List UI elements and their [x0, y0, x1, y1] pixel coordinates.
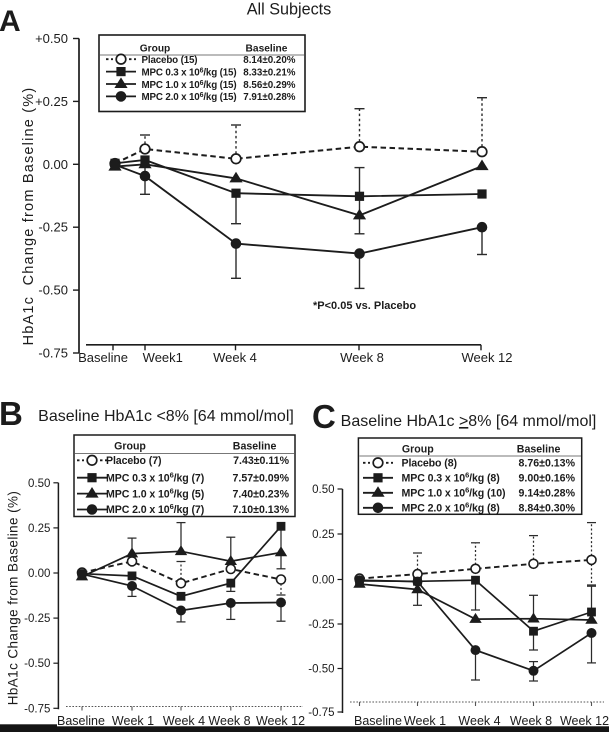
- svg-text:Baseline: Baseline: [57, 714, 105, 728]
- svg-text:+0.50: +0.50: [35, 31, 68, 46]
- svg-text:MPC 0.3 x 106/kg (7): MPC 0.3 x 106/kg (7): [106, 470, 204, 485]
- svg-text:7.91±0.28%: 7.91±0.28%: [243, 92, 296, 103]
- svg-text:Week 8: Week 8: [208, 714, 250, 728]
- svg-text:All Subjects: All Subjects: [247, 1, 332, 19]
- svg-text:-0.50: -0.50: [24, 658, 50, 670]
- svg-text:Week 12: Week 12: [560, 714, 609, 728]
- svg-text:9.14±0.28%: 9.14±0.28%: [519, 488, 576, 500]
- svg-text:Baseline: Baseline: [78, 350, 128, 365]
- svg-text:MPC 1.0 x 106/kg (10): MPC 1.0 x 106/kg (10): [402, 485, 506, 500]
- svg-text:Baseline: Baseline: [517, 444, 561, 456]
- svg-text:Week 8: Week 8: [510, 714, 552, 728]
- svg-text:Baseline HbA1c <8% [64 mmol/mo: Baseline HbA1c <8% [64 mmol/mol]: [38, 408, 294, 425]
- svg-text:9.00±0.16%: 9.00±0.16%: [519, 473, 576, 485]
- svg-text:8.76±0.13%: 8.76±0.13%: [519, 458, 576, 470]
- svg-text:-0.75: -0.75: [38, 346, 68, 361]
- svg-text:HbA1c Change from Baseline (%): HbA1c Change from Baseline (%): [6, 491, 21, 706]
- svg-text:-0.75: -0.75: [24, 703, 50, 715]
- svg-text:0.25: 0.25: [312, 529, 334, 541]
- svg-text:0.50: 0.50: [28, 478, 50, 490]
- svg-text:B: B: [0, 395, 23, 432]
- svg-text:0.00: 0.00: [43, 157, 68, 172]
- svg-text:Week 8: Week 8: [340, 350, 384, 365]
- svg-text:Week 4: Week 4: [213, 350, 257, 365]
- svg-text:Baseline: Baseline: [233, 441, 277, 453]
- svg-text:MPC 2.0 x 106/kg (15): MPC 2.0 x 106/kg (15): [142, 92, 237, 104]
- svg-text:Week 12: Week 12: [461, 350, 512, 365]
- svg-text:-0.50: -0.50: [308, 664, 334, 676]
- svg-text:A: A: [0, 5, 21, 38]
- svg-text:Baseline: Baseline: [246, 44, 288, 55]
- svg-text:*P<0.05 vs. Placebo: *P<0.05 vs. Placebo: [313, 300, 416, 312]
- svg-text:C: C: [312, 398, 336, 435]
- svg-text:7.40±0.23%: 7.40±0.23%: [233, 488, 290, 500]
- svg-text:0.00: 0.00: [312, 575, 334, 587]
- svg-text:Baseline: Baseline: [354, 714, 402, 728]
- svg-text:Placebo (15): Placebo (15): [142, 55, 198, 66]
- svg-text:-0.75: -0.75: [308, 707, 334, 719]
- svg-text:8.84±0.30%: 8.84±0.30%: [519, 503, 576, 515]
- svg-text:7.10±0.13%: 7.10±0.13%: [233, 504, 290, 516]
- svg-text:MPC 1.0 x 106/kg (15): MPC 1.0 x 106/kg (15): [142, 79, 237, 91]
- svg-text:MPC 1.0 x 106/kg (5): MPC 1.0 x 106/kg (5): [106, 486, 204, 501]
- svg-text:Baseline HbA1c >8% [64 mmol/mo: Baseline HbA1c >8% [64 mmol/mol]: [341, 413, 597, 430]
- svg-text:MPC 0.3 x 106/kg (8): MPC 0.3 x 106/kg (8): [402, 470, 500, 485]
- svg-text:-0.25: -0.25: [308, 619, 334, 631]
- svg-text:-0.25: -0.25: [38, 220, 68, 235]
- svg-text:7.57±0.09%: 7.57±0.09%: [233, 472, 290, 484]
- svg-text:MPC 0.3 x 106/kg (15): MPC 0.3 x 106/kg (15): [142, 67, 237, 79]
- svg-text:Group: Group: [114, 441, 146, 453]
- svg-text:0.50: 0.50: [312, 484, 334, 496]
- svg-text:HbA1c Change from Baseline (%: HbA1c Change from Baseline (%): [21, 87, 37, 346]
- svg-text:+0.25: +0.25: [35, 94, 68, 109]
- svg-text:7.43±0.11%: 7.43±0.11%: [233, 455, 289, 467]
- svg-text:8.56±0.29%: 8.56±0.29%: [243, 80, 296, 91]
- svg-text:-0.25: -0.25: [24, 613, 50, 625]
- svg-text:-0.50: -0.50: [38, 283, 68, 298]
- svg-text:8.33±0.21%: 8.33±0.21%: [243, 67, 296, 78]
- svg-text:Week 1: Week 1: [404, 714, 446, 728]
- svg-text:0.25: 0.25: [28, 523, 50, 535]
- svg-text:Week 12: Week 12: [256, 714, 305, 728]
- svg-text:Week 4: Week 4: [163, 714, 205, 728]
- svg-text:Week1: Week1: [143, 350, 183, 365]
- svg-text:0.00: 0.00: [28, 568, 50, 580]
- svg-text:Group: Group: [402, 444, 434, 456]
- svg-text:Placebo (7): Placebo (7): [106, 455, 161, 467]
- svg-text:MPC 2.0 x 106/kg (8): MPC 2.0 x 106/kg (8): [402, 500, 500, 515]
- svg-text:Placebo (8): Placebo (8): [402, 458, 457, 470]
- svg-text:Group: Group: [140, 44, 171, 55]
- svg-text:MPC 2.0 x 106/kg (7): MPC 2.0 x 106/kg (7): [106, 502, 204, 517]
- svg-text:Week 4: Week 4: [458, 714, 500, 728]
- svg-text:Week 1: Week 1: [112, 714, 154, 728]
- svg-text:8.14±0.20%: 8.14±0.20%: [243, 55, 296, 66]
